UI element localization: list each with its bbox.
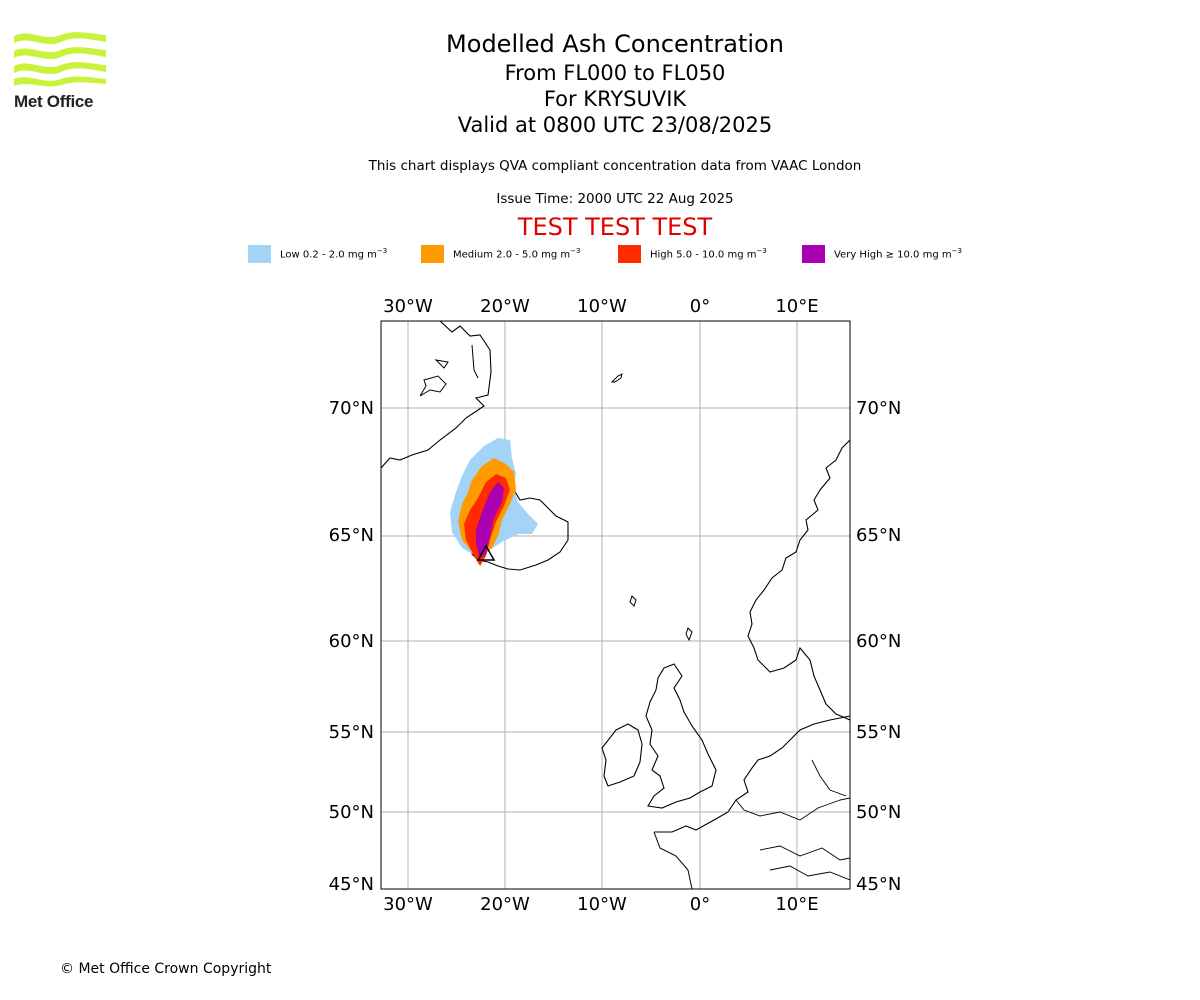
copyright-notice: © Met Office Crown Copyright [60,961,272,977]
lat-ticks-right: 70°N 65°N 60°N 55°N 50°N 45°N [856,398,901,895]
title-main: Modelled Ash Concentration [446,30,784,58]
lon-tick-30w-bottom: 30°W [383,894,433,915]
legend-swatch-low [248,245,271,263]
lon-ticks-top: 30°W 20°W 10°W 0° 10°E [383,296,818,317]
greenland-coastline [381,321,492,469]
lon-tick-10w-bottom: 10°W [577,894,627,915]
title-valid-time: Valid at 0800 UTC 23/08/2025 [457,113,773,137]
legend-item-high: High 5.0 - 10.0 mg m−3 [618,244,767,264]
lat-tick-70n-right: 70°N [856,398,901,419]
lat-tick-50n: 50°N [329,802,374,823]
lon-tick-20w-bottom: 20°W [480,894,530,915]
legend-item-very-high: Very High ≥ 10.0 mg m−3 [802,244,962,264]
issue-time: Issue Time: 2000 UTC 22 Aug 2025 [496,191,734,207]
map-area [381,321,850,889]
met-office-logo: Met Office [14,30,109,112]
legend-label-medium: Medium 2.0 - 5.0 mg m [453,249,571,261]
title-flight-levels: From FL000 to FL050 [504,61,726,85]
ash-contour-very-high [476,482,504,558]
lon-tick-0-bottom: 0° [690,894,710,915]
scandinavia-coastline [747,439,850,721]
lat-tick-45n-right: 45°N [856,874,901,895]
lat-tick-55n-right: 55°N [856,722,901,743]
legend-label-low: Low 0.2 - 2.0 mg m [280,249,377,261]
lon-tick-30w: 30°W [383,296,433,317]
lat-tick-60n-right: 60°N [856,631,901,652]
legend-item-low: Low 0.2 - 2.0 mg m−3 [248,244,387,264]
lat-tick-65n-right: 65°N [856,525,901,546]
legend-label-very-high: Very High ≥ 10.0 mg m [834,249,952,261]
lon-tick-10e: 10°E [775,296,818,317]
lat-tick-45n: 45°N [329,874,374,895]
legend-swatch-high [618,245,641,263]
lat-tick-70n: 70°N [329,398,374,419]
test-banner: TEST TEST TEST [517,213,713,241]
title-volcano: For KRYSUVIK [543,87,687,111]
chart-title-block: Modelled Ash Concentration From FL000 to… [0,28,1200,138]
gridlines [381,321,850,889]
europe-coastline [654,715,850,833]
legend-item-medium: Medium 2.0 - 5.0 mg m−3 [421,244,580,264]
logo-text: Met Office [14,92,94,111]
volcano-triangle-icon [476,544,496,561]
ireland-coastline [601,723,643,787]
lat-ticks-left: 70°N 65°N 60°N 55°N 50°N 45°N [329,398,374,895]
lat-tick-65n: 65°N [329,525,374,546]
lon-tick-20w: 20°W [480,296,530,317]
lon-tick-10w: 10°W [577,296,627,317]
legend-label-high: High 5.0 - 10.0 mg m [650,249,757,261]
great-britain-coastline [645,663,717,809]
lon-tick-0: 0° [690,296,710,317]
lon-ticks-bottom: 30°W 20°W 10°W 0° 10°E [383,894,818,915]
lat-tick-60n: 60°N [329,631,374,652]
lon-tick-10e-bottom: 10°E [775,894,818,915]
subtitle: This chart displays QVA compliant concen… [368,158,862,174]
legend-swatch-medium [421,245,444,263]
map-frame [380,320,851,890]
legend-swatch-very-high [802,245,825,263]
lat-tick-55n: 55°N [329,722,374,743]
met-office-waves-icon [14,32,106,87]
lat-tick-50n-right: 50°N [856,802,901,823]
